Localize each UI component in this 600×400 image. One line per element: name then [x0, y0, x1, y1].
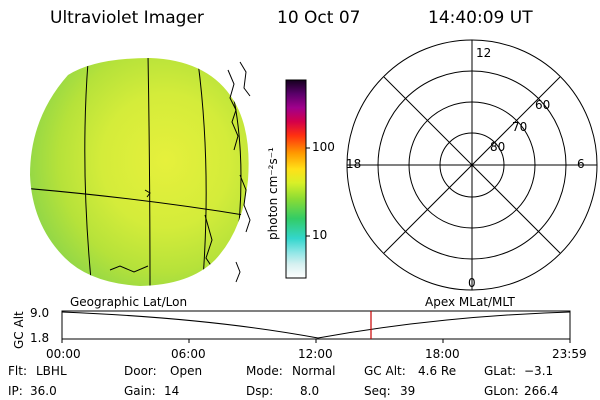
- glon-label: GLon:: [484, 384, 519, 398]
- polar-plot: [346, 39, 598, 291]
- instrument-title: Ultraviolet Imager: [50, 8, 204, 28]
- timeline-y-tick-1-8: 1.8: [30, 331, 50, 345]
- gc-alt-label: GC Alt:: [364, 364, 406, 378]
- filter-value: LBHL: [36, 364, 67, 378]
- meridian-line: [84, 61, 93, 286]
- meridian-line: [147, 58, 151, 286]
- gain-value: 14: [164, 384, 180, 398]
- gc-alt-value: 4.6 Re: [418, 364, 457, 378]
- coastline: [239, 61, 251, 97]
- coastline: [109, 265, 149, 273]
- mode-label: Mode:: [246, 364, 283, 378]
- timeline-x-tick-1200: 12:00: [298, 347, 333, 361]
- door-value: Open: [170, 364, 203, 378]
- colorbar-tick-label-10: 10: [312, 228, 328, 242]
- observation-time: 14:40:09 UT: [428, 8, 533, 28]
- mlt-label-0: 0: [468, 276, 476, 290]
- glat-value: −3.1: [524, 364, 554, 378]
- colorbar-tick-label-100: 100: [312, 140, 335, 154]
- lat-label-60: 60: [535, 98, 551, 112]
- ip-label: IP:: [8, 384, 23, 398]
- dsp-value: 8.0: [300, 384, 320, 398]
- timeline-left-label: Geographic Lat/Lon: [70, 295, 188, 309]
- color-bar: [285, 79, 310, 279]
- coastline: [227, 69, 239, 151]
- glat-label: GLat:: [484, 364, 517, 378]
- coastline: [239, 174, 251, 233]
- parallel-line: [30, 187, 249, 217]
- observation-date: 10 Oct 07: [277, 8, 361, 28]
- glon-value: 266.4: [524, 384, 559, 398]
- colorbar-unit-label: photon cm⁻²s⁻¹: [266, 147, 280, 240]
- door-label: Door:: [124, 364, 157, 378]
- timeline-frame: [61, 310, 571, 340]
- timeline-y-axis-label: GC Alt: [12, 311, 26, 349]
- mlt-label-18: 18: [346, 157, 362, 171]
- meridian-line: [197, 61, 207, 286]
- seq-label: Seq:: [364, 384, 391, 398]
- timeline-y-tick-9: 9.0: [30, 306, 50, 320]
- mlt-label-6: 6: [577, 157, 585, 171]
- filter-label: Flt:: [8, 364, 27, 378]
- timeline-x-tick-0600: 06:00: [171, 347, 206, 361]
- lat-label-80: 80: [490, 140, 506, 154]
- coastline: [235, 261, 241, 283]
- ip-value: 36.0: [30, 384, 57, 398]
- timeline-x-tick-0000: 00:00: [46, 347, 81, 361]
- dsp-label: Dsp:: [246, 384, 274, 398]
- timeline-plot: [61, 310, 571, 343]
- gain-label: Gain:: [124, 384, 156, 398]
- earth-image: [30, 58, 251, 286]
- seq-value: 39: [400, 384, 416, 398]
- lat-label-70: 70: [512, 120, 528, 134]
- timeline-right-label: Apex MLat/MLT: [425, 295, 515, 309]
- timeline-x-tick-1800: 18:00: [425, 347, 460, 361]
- coastline: [144, 189, 151, 198]
- mlt-label-12: 12: [476, 46, 492, 60]
- timeline-x-tick-2359: 23:59: [552, 347, 587, 361]
- mode-value: Normal: [292, 364, 336, 378]
- polar-diagonal: [383, 76, 561, 254]
- altitude-curve: [61, 311, 571, 339]
